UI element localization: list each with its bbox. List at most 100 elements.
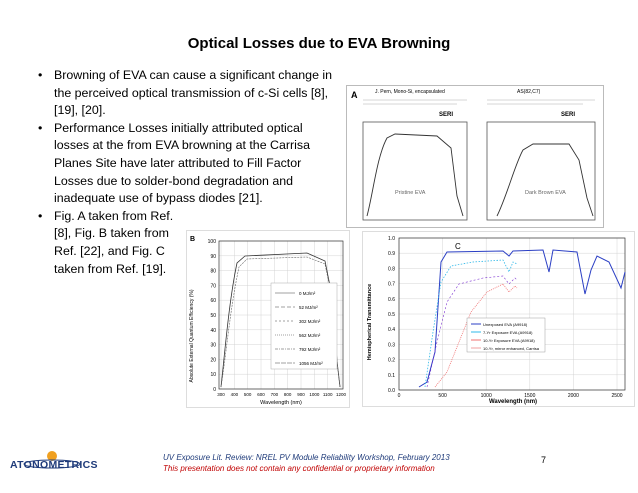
figure-c-legend-label: 7-Yr Exposure EVA (A9918): [483, 330, 533, 335]
figure-c-xtick: 2500: [611, 393, 622, 399]
figure-c-ytick: 0.9: [388, 251, 395, 257]
figure-b-letter: B: [190, 236, 195, 243]
figure-b-xtick: 600: [257, 392, 265, 397]
figure-a-curve-left: [366, 133, 464, 217]
figure-c-ytick: 0.5: [388, 312, 395, 318]
bullet-dot-icon: •: [38, 208, 43, 223]
figure-b-legend-label: 52 MJ/m²: [299, 305, 318, 310]
figure-a-left-label: Pristine EVA: [395, 190, 426, 196]
figure-b-xtick: 300: [217, 392, 225, 397]
figure-b-ytick: 60: [210, 298, 216, 304]
bullet-text: Performance Losses initially attributed …: [54, 120, 310, 206]
figure-b-xtick: 1000: [309, 392, 320, 397]
figure-b-ytick: 50: [210, 313, 216, 319]
figure-b-legend-label: 562 MJ/m²: [299, 333, 321, 338]
figure-c-ylabel: Hemispherical Transmittance: [367, 284, 373, 360]
logo-orbit-icon: [23, 459, 81, 469]
slide-title: Optical Losses due to EVA Browning: [187, 35, 451, 52]
figure-b-curve: [220, 252, 341, 388]
figure-b-curve-2: [220, 256, 341, 388]
figure-c-xticks: 0 500 1000 1500 2000 2500: [398, 393, 623, 399]
figure-c-ytick: 1.0: [388, 236, 395, 242]
figure-c-series-unexposed: [418, 249, 626, 388]
figure-c-xlabel: Wavelength (nm): [489, 399, 537, 405]
page-number: 7: [541, 455, 547, 465]
figure-b: B Absolute External Quantum Efficiency (…: [186, 230, 350, 408]
figure-a: A J. Pern, Mono-Si, encapsulated AS(82,C…: [346, 85, 604, 228]
figure-a-right-label: Dark Brown EVA: [525, 190, 566, 196]
footer-line-1: UV Exposure Lit. Review: NREL PV Module …: [163, 453, 450, 462]
logo-text: ATONOMETRICS: [10, 459, 98, 471]
seri-logo-2: SERI: [561, 112, 575, 118]
figure-b-chart: B Absolute External Quantum Efficiency (…: [189, 236, 347, 406]
figure-c-letter: C: [455, 242, 461, 251]
figure-c-legend-label: 10-Yr, mirror enhanced, Carrisa: [483, 346, 540, 351]
bullet-item: • Fig. A taken from Ref. [8], Fig. B take…: [38, 208, 184, 278]
figure-c-ytick: 0.2: [388, 358, 395, 364]
figure-b-xtick: 500: [244, 392, 252, 397]
footer: UV Exposure Lit. Review: NREL PV Module …: [163, 452, 450, 474]
figure-b-xtick: 700: [271, 392, 279, 397]
figure-b-xlabel: Wavelength (nm): [260, 400, 302, 406]
atonometrics-logo: ATONOMETRICS: [10, 450, 140, 480]
figure-b-legend-label: 302 MJ/m²: [299, 319, 321, 324]
figure-c-xtick: 1500: [524, 393, 535, 399]
bullet-dot-icon: •: [38, 68, 43, 82]
figure-b-xticks: 300 400 500 600 700 800 900 1000 1100 1200: [217, 392, 346, 397]
figure-c: Hemispherical Transmittance 1.0 0.9 0.8 0.7…: [362, 231, 635, 407]
bullet-dot-icon: •: [38, 120, 43, 135]
figure-c-legend-label: 10-Yr Exposure EVA (A9918): [483, 338, 535, 343]
figure-c-xtick: 0: [398, 393, 401, 399]
figure-b-xtick: 1100: [323, 392, 333, 397]
bullet-list: • Browning of EVA can cause a significant…: [38, 67, 338, 278]
figure-b-ylabel: Absolute External Quantum Efficiency (%): [189, 289, 195, 382]
figure-b-xtick: 800: [284, 392, 292, 397]
figure-b-ytick: 100: [208, 239, 217, 245]
figure-c-series-7yr: [424, 259, 518, 388]
figure-c-yticks: 1.0 0.9 0.8 0.7 0.6 0.5 0.4 0.3 0.2 0.1 0.0: [388, 236, 395, 394]
figure-b-ytick: 20: [210, 357, 216, 363]
figure-b-xtick: 900: [297, 392, 305, 397]
figure-c-xtick: 2000: [568, 393, 579, 399]
figure-b-legend-label: 1056 MJ/m²: [299, 361, 323, 366]
bullet-text: Fig. A taken from Ref. [8], Fig. B taken…: [54, 208, 174, 276]
figure-b-legend: [270, 282, 338, 370]
figure-b-xtick: 1200: [336, 392, 347, 397]
figure-a-image: A J. Pern, Mono-Si, encapsulated AS(82,C…: [351, 89, 596, 221]
bullet-item: • Browning of EVA can cause a significant…: [38, 67, 338, 120]
figure-b-ytick: 70: [210, 283, 216, 289]
figure-c-ytick: 0.0: [388, 388, 395, 394]
logo-sun-icon: [47, 451, 57, 461]
figure-a-curve-right: [496, 143, 594, 217]
figure-c-xtick: 1000: [481, 393, 492, 399]
figure-c-ytick: 0.1: [388, 373, 395, 379]
figure-b-ytick: 10: [210, 372, 216, 378]
figure-c-grid: [398, 237, 625, 391]
figure-c-ytick: 0.7: [388, 282, 395, 288]
figure-c-ytick: 0.4: [388, 327, 395, 333]
figure-c-legend-label: Unexposed EVA (A9918): [483, 322, 528, 327]
footer-line-2: This presentation does not contain any c…: [163, 464, 435, 473]
figure-c-ytick: 0.3: [388, 342, 395, 348]
figure-b-xtick: 400: [231, 392, 239, 397]
bullet-text: Browning of EVA can cause a significant …: [54, 68, 333, 118]
figure-b-legend-label: 792 MJ/m²: [299, 347, 321, 352]
figure-a-letter: A: [351, 90, 358, 100]
figure-b-ytick: 90: [210, 254, 216, 260]
figure-b-ytick: 0: [213, 387, 216, 393]
figure-c-series-10yr-dark: [426, 275, 518, 388]
bullet-item: • Performance Losses initially attributed…: [38, 120, 338, 208]
figure-c-ytick: 0.8: [388, 266, 395, 272]
figure-b-ytick: 30: [210, 343, 216, 349]
seri-logo: SERI: [439, 112, 453, 118]
figure-b-legend-label: 0 MJ/m²: [299, 291, 316, 296]
figure-a-heading-right: AS(82,C7): [517, 89, 541, 95]
figure-c-xtick: 500: [438, 393, 447, 399]
figure-c-ytick: 0.6: [388, 297, 395, 303]
figure-a-heading: J. Pern, Mono-Si, encapsulated: [375, 89, 445, 95]
figure-c-series-10yr: [434, 283, 518, 388]
figure-c-chart: Hemispherical Transmittance 1.0 0.9 0.8 0.7…: [367, 236, 626, 405]
figure-b-ytick: 40: [210, 328, 216, 334]
figure-b-ytick: 80: [210, 269, 216, 275]
